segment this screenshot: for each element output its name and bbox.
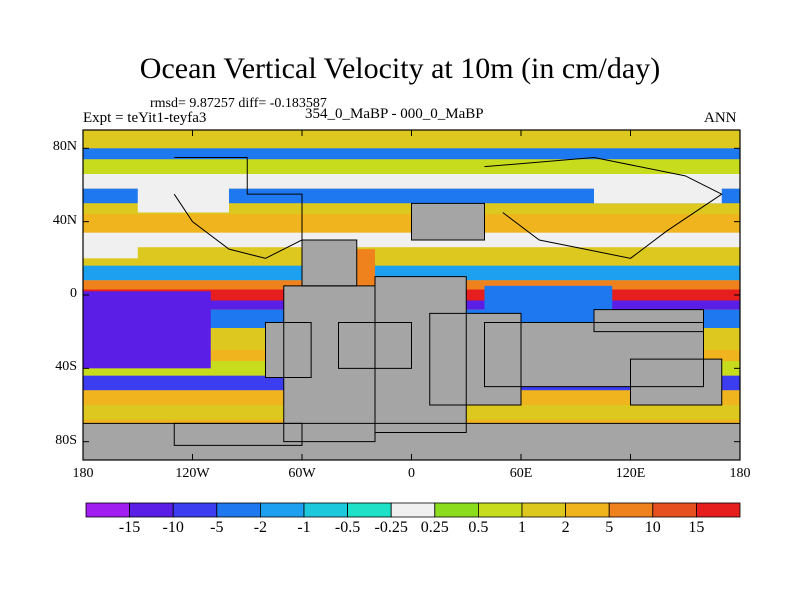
- coastline-outline: [173, 422, 303, 446]
- coastline-outline: [411, 202, 485, 241]
- colorbar-swatch: [347, 502, 392, 518]
- field-band: [83, 265, 740, 281]
- season-label: ANN: [704, 110, 737, 126]
- colorbar-label: -2: [253, 519, 268, 536]
- land-block: [594, 309, 704, 332]
- land-block: [174, 423, 302, 446]
- colorbar: [85, 502, 741, 518]
- y-tick-label: 40S: [55, 359, 77, 375]
- colorbar-swatch: [129, 502, 174, 518]
- x-tick-label: 120E: [615, 466, 646, 481]
- land-block: [265, 322, 312, 378]
- y-tick-label: 40N: [52, 212, 77, 228]
- colorbar-label: 10: [644, 519, 661, 536]
- colorbar-swatch: [259, 502, 305, 518]
- colorbar-label: 0.25: [420, 519, 449, 536]
- colorbar-label: -1: [297, 519, 311, 536]
- colorbar-label: 15: [688, 519, 705, 536]
- stats-text: rmsd= 9.87257 diff= -0.183587: [150, 96, 327, 111]
- coastline-outline: [630, 358, 723, 406]
- field-band: [83, 130, 740, 149]
- coastline-outline: [429, 312, 522, 406]
- coastline-outline: [484, 322, 704, 388]
- colorbar-swatch: [303, 502, 348, 518]
- colorbar-swatch: [652, 502, 697, 518]
- coastline-outline: [265, 322, 312, 378]
- coastline-outline: [173, 157, 303, 259]
- coastline-outline: [374, 276, 467, 433]
- x-tick-label: 0: [408, 466, 415, 481]
- land-block: [630, 359, 722, 405]
- y-tick-label: 80S: [55, 432, 77, 448]
- field-band: [83, 240, 138, 259]
- colorbar-label: -0.5: [334, 519, 361, 536]
- colorbar-swatch: [434, 502, 479, 518]
- coastline-outline: [83, 422, 740, 460]
- x-tick-label: 180: [72, 466, 94, 481]
- x-tick-label: 120W: [175, 466, 210, 481]
- colorbar-label: 1: [518, 519, 526, 536]
- colorbar-label: 5: [605, 519, 614, 536]
- x-tick-label: 180: [729, 466, 751, 481]
- coastline-outline: [301, 239, 358, 287]
- figure-title: Ocean Vertical Velocity at 10m (in cm/da…: [139, 52, 661, 85]
- colorbar-swatch: [216, 502, 261, 518]
- colorbar-label: -10: [162, 519, 184, 536]
- colorbar-swatch: [477, 502, 523, 518]
- colorbar-swatch: [521, 502, 566, 518]
- experiment-label: Expt = teYit1-teyfa3: [83, 110, 207, 126]
- colorbar-label: -15: [118, 519, 141, 536]
- coastline-outline: [593, 309, 704, 333]
- y-tick-label: 0: [70, 286, 77, 301]
- colorbar-swatch: [390, 502, 436, 518]
- period-label: 354_0_MaBP - 000_0_MaBP: [305, 106, 484, 122]
- colorbar-label: 0.5: [468, 519, 489, 536]
- colorbar-swatch: [565, 502, 610, 518]
- y-tick-label: 80N: [52, 139, 77, 155]
- field-band: [83, 291, 211, 369]
- map-plot: [83, 130, 740, 460]
- colorbar-swatch: [85, 502, 130, 518]
- colorbar-swatch: [608, 502, 654, 518]
- x-tick-label: 60E: [509, 466, 533, 481]
- land-block: [302, 240, 357, 286]
- colorbar-label: -0.25: [374, 519, 408, 536]
- coastline-outline: [484, 156, 723, 259]
- colorbar-label: -5: [210, 519, 224, 536]
- colorbar-swatch: [696, 502, 741, 518]
- colorbar-label: 2: [561, 519, 570, 536]
- field-band: [594, 185, 722, 204]
- land-block: [411, 203, 485, 240]
- field-band: [83, 247, 740, 266]
- colorbar-swatch: [172, 502, 218, 518]
- coastlines: [83, 156, 740, 460]
- coastline-outline: [338, 322, 412, 369]
- x-tick-label: 60W: [288, 466, 316, 481]
- field-band: [83, 148, 740, 160]
- axis-ticks: [82, 130, 741, 460]
